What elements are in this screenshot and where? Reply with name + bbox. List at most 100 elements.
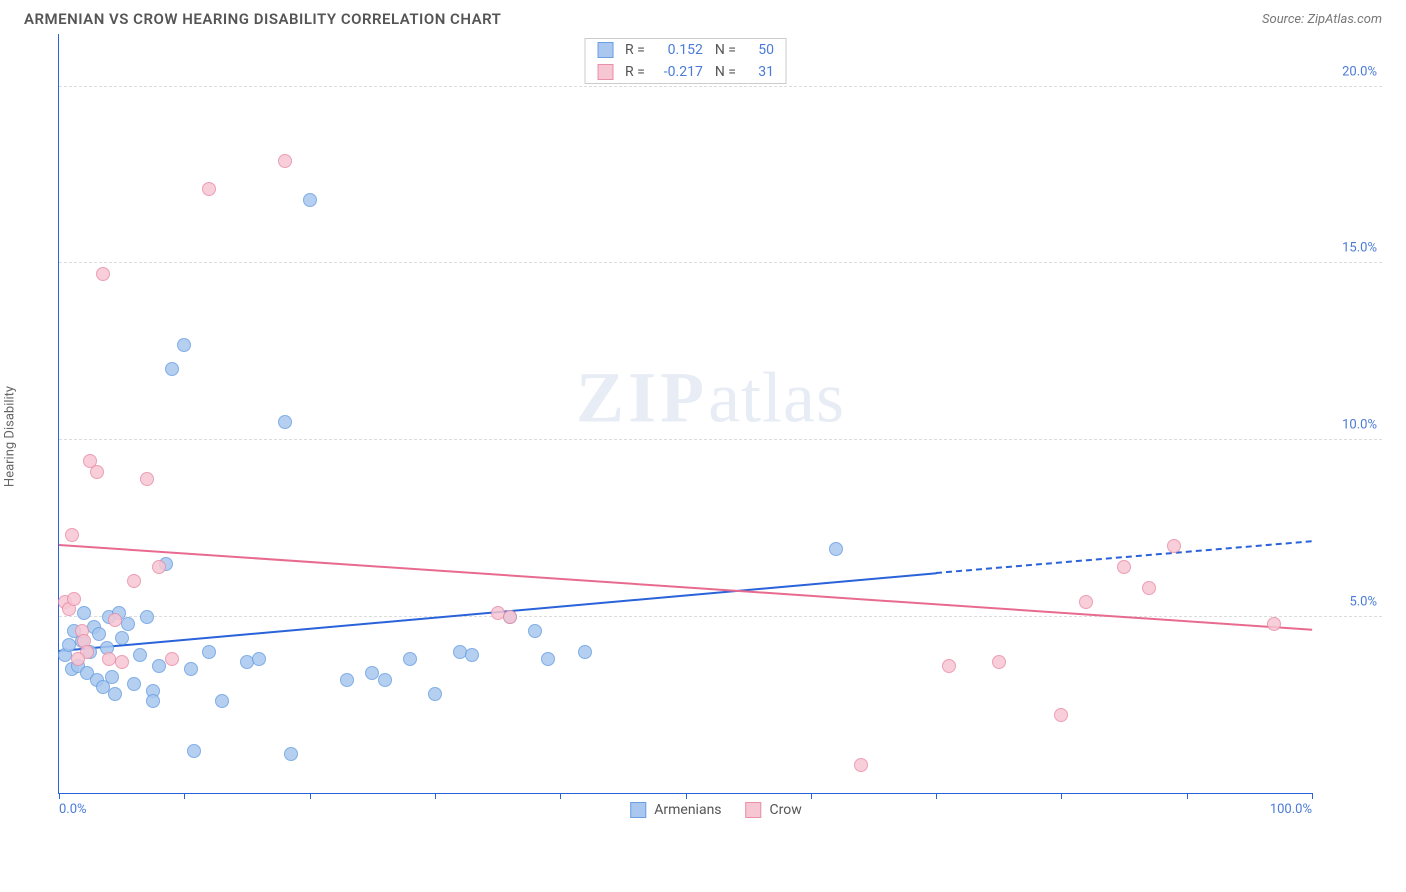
legend-item: Armenians [630, 802, 721, 818]
data-point [1117, 560, 1131, 574]
data-point [829, 542, 843, 556]
data-point [541, 652, 555, 666]
data-point [428, 687, 442, 701]
x-tick-label: 100.0% [1270, 802, 1312, 817]
data-point [108, 687, 122, 701]
y-tick-label: 20.0% [1342, 64, 1377, 79]
data-point [67, 592, 81, 606]
data-point [90, 465, 104, 479]
grid-line [59, 262, 1382, 263]
data-point [252, 652, 266, 666]
watermark-part2: atlas [708, 358, 845, 438]
data-point [215, 694, 229, 708]
data-point [177, 338, 191, 352]
y-tick-label: 10.0% [1342, 417, 1377, 432]
data-point [127, 677, 141, 691]
data-point [152, 560, 166, 574]
data-point [528, 624, 542, 638]
legend-swatch [597, 42, 613, 58]
plot-area: ZIPatlas R =0.152N =50R =-0.217N =31 5.0… [58, 34, 1312, 794]
data-point [115, 655, 129, 669]
r-value: -0.217 [653, 64, 703, 80]
data-point [503, 610, 517, 624]
n-label: N = [715, 64, 736, 80]
data-point [105, 670, 119, 684]
x-tick [1061, 793, 1062, 799]
data-point [115, 631, 129, 645]
data-point [65, 528, 79, 542]
x-tick [686, 793, 687, 799]
x-tick [184, 793, 185, 799]
x-tick [310, 793, 311, 799]
legend-swatch [630, 802, 646, 818]
r-label: R = [625, 64, 645, 80]
x-tick [1187, 793, 1188, 799]
data-point [202, 645, 216, 659]
data-point [108, 613, 122, 627]
chart-header: ARMENIAN VS CROW HEARING DISABILITY CORR… [0, 0, 1406, 34]
data-point [403, 652, 417, 666]
grid-line [59, 439, 1382, 440]
legend-label: Armenians [654, 802, 721, 818]
x-tick [1312, 793, 1313, 799]
data-point [96, 267, 110, 281]
x-tick [936, 793, 937, 799]
legend-item: Crow [746, 802, 802, 818]
data-point [1142, 581, 1156, 595]
data-point [165, 362, 179, 376]
data-point [1054, 708, 1068, 722]
watermark: ZIPatlas [576, 357, 845, 440]
data-point [92, 627, 106, 641]
data-point [340, 673, 354, 687]
x-tick [435, 793, 436, 799]
data-point [140, 610, 154, 624]
data-point [1167, 539, 1181, 553]
data-point [854, 758, 868, 772]
watermark-part1: ZIP [576, 358, 708, 438]
data-point [278, 154, 292, 168]
source-name: ZipAtlas.com [1307, 12, 1382, 27]
data-point [71, 652, 85, 666]
data-point [942, 659, 956, 673]
legend-label: Crow [770, 802, 802, 818]
r-value: 0.152 [653, 42, 703, 58]
data-point [578, 645, 592, 659]
y-tick-label: 15.0% [1342, 241, 1377, 256]
legend-swatch [746, 802, 762, 818]
data-point [284, 747, 298, 761]
data-point [992, 655, 1006, 669]
grid-line [59, 616, 1382, 617]
y-tick-label: 5.0% [1349, 594, 1377, 609]
legend-stat-row: R = -0.217 N = 31 [585, 61, 786, 83]
data-point [303, 193, 317, 207]
data-point [378, 673, 392, 687]
data-point [146, 694, 160, 708]
legend-stat-row: R = 0.152 N = 50 [585, 39, 786, 61]
data-point [184, 662, 198, 676]
x-tick [59, 793, 60, 799]
y-axis-label: Hearing Disability [3, 386, 18, 487]
data-point [77, 606, 91, 620]
legend-swatch [597, 64, 613, 80]
x-tick-label: 0.0% [59, 802, 87, 817]
n-label: N = [715, 42, 736, 58]
grid-line [59, 86, 1382, 87]
r-label: R = [625, 42, 645, 58]
x-tick [560, 793, 561, 799]
x-tick [811, 793, 812, 799]
series-legend: Armenians Crow [630, 802, 802, 818]
data-point [127, 574, 141, 588]
data-point [187, 744, 201, 758]
n-value: 31 [744, 64, 774, 80]
data-point [1079, 595, 1093, 609]
data-point [165, 652, 179, 666]
data-point [465, 648, 479, 662]
data-point [202, 182, 216, 196]
correlation-legend: R = 0.152 N = 50 R = -0.217 N = 31 [584, 38, 787, 84]
chart-container: Hearing Disability ZIPatlas R =0.152N =5… [50, 34, 1382, 824]
data-point [140, 472, 154, 486]
data-point [133, 648, 147, 662]
data-point [278, 415, 292, 429]
n-value: 50 [744, 42, 774, 58]
source-prefix: Source: [1262, 12, 1307, 27]
